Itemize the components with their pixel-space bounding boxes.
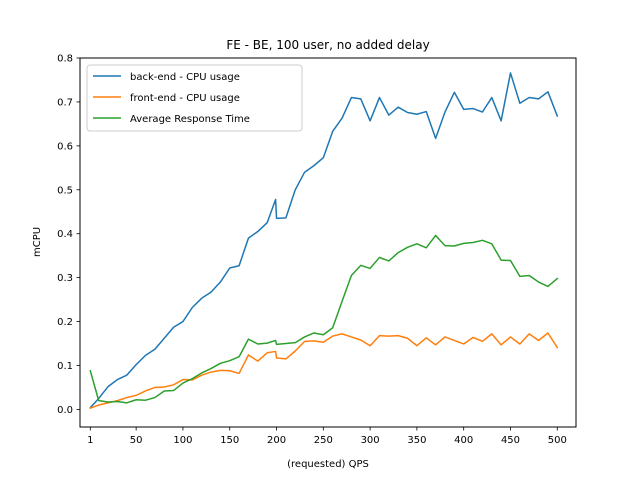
y-axis-ticks: 0.0 0.1 0.2 0.3 0.4 0.5 0.6 0.7 0.8 <box>57 54 80 416</box>
x-tick-label: 500 <box>548 435 567 446</box>
x-tick-label: 50 <box>130 435 143 446</box>
y-tick-label: 0.2 <box>57 317 73 328</box>
x-tick-label: 1 <box>87 435 93 446</box>
y-tick-label: 0.5 <box>57 185 73 196</box>
axes-frame <box>79 57 577 428</box>
legend: back-end - CPU usage front-end - CPU usag… <box>86 64 303 132</box>
y-tick-label: 0.0 <box>57 405 73 416</box>
legend-label-0: back-end - CPU usage <box>130 72 240 83</box>
legend-label-2: Average Response Time <box>130 114 250 125</box>
chart-title: FE - BE, 100 user, no added delay <box>226 38 429 52</box>
x-tick-label: 400 <box>454 435 473 446</box>
plot-area <box>89 72 559 410</box>
x-tick-label: 200 <box>267 435 286 446</box>
series-line-0 <box>89 72 559 409</box>
legend-label-1: front-end - CPU usage <box>130 93 240 104</box>
x-tick-label: 300 <box>361 435 380 446</box>
y-tick-label: 0.8 <box>57 54 73 65</box>
y-tick-label: 0.1 <box>57 361 73 372</box>
x-tick-label: 250 <box>314 435 333 446</box>
y-tick-label: 0.3 <box>57 273 73 284</box>
x-axis-label: (requested) QPS <box>287 459 369 470</box>
series-line-1 <box>89 332 559 410</box>
series-line-2 <box>89 234 559 404</box>
x-tick-label: 150 <box>220 435 239 446</box>
y-tick-label: 0.7 <box>57 97 73 108</box>
y-tick-label: 0.4 <box>57 229 73 240</box>
x-tick-label: 350 <box>407 435 426 446</box>
x-tick-label: 100 <box>173 435 192 446</box>
x-tick-label: 450 <box>501 435 520 446</box>
y-axis-label: mCPU <box>32 227 43 257</box>
y-tick-label: 0.6 <box>57 141 73 152</box>
legend-box <box>86 64 303 132</box>
x-axis-ticks: 1 50 100 150 200 250 300 350 400 450 500 <box>87 427 567 446</box>
